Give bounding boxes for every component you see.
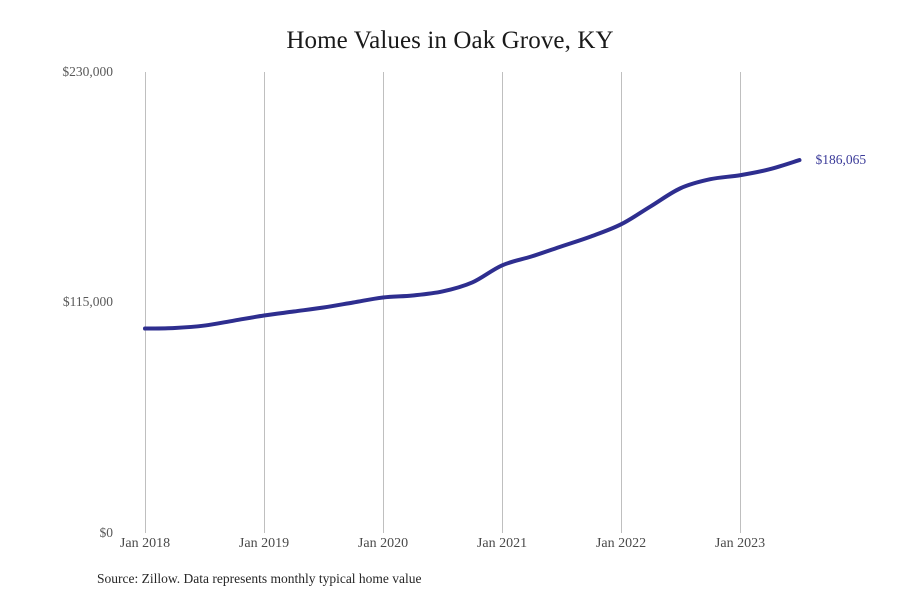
y-axis-tick-middle: $115,000 xyxy=(25,294,113,310)
page-title: Home Values in Oak Grove, KY xyxy=(286,27,614,54)
gridlines xyxy=(145,72,741,533)
y-axis-tick-bottom: $0 xyxy=(25,525,114,541)
x-axis-tick-label: Jan 2022 xyxy=(595,536,647,551)
x-axis-tick-label: Jan 2020 xyxy=(357,536,409,551)
source-note: Source: Zillow. Data represents monthly … xyxy=(97,571,422,586)
x-axis-tick-label: Jan 2021 xyxy=(476,536,528,551)
y-axis-tick-label: $230,000 xyxy=(62,64,113,79)
x-axis-tick-label: Jan 2019 xyxy=(238,536,290,551)
y-axis-tick-label: $0 xyxy=(99,525,114,540)
x-axis-tick-label: Jan 2018 xyxy=(119,536,171,551)
end-value-annotation: $186,065 xyxy=(815,152,867,168)
y-axis-tick-top: $230,000 xyxy=(25,64,113,80)
data-line-typical-home-value xyxy=(143,158,802,331)
x-axis-tick-label: Jan 2023 xyxy=(714,536,766,551)
y-axis-tick-label: $115,000 xyxy=(62,294,113,309)
